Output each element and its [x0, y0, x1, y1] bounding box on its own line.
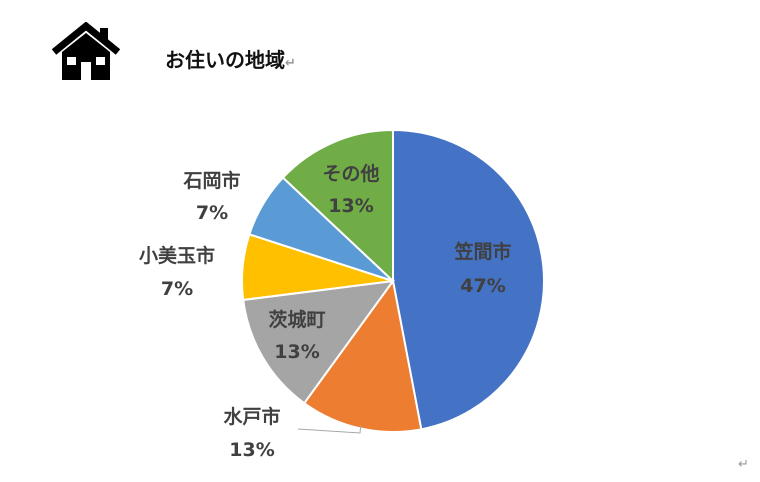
- slice-percent-ibarakimachi: 13%: [274, 341, 319, 363]
- page-title: お住いの地域↵: [165, 48, 296, 72]
- slice-percent-kasama: 47%: [460, 275, 505, 297]
- slice-percent-omitama: 7%: [161, 278, 193, 300]
- slice-label-omitama: 小美玉市: [139, 244, 215, 267]
- return-mark-footer: ↵: [738, 457, 749, 472]
- house-icon: [51, 22, 121, 80]
- leader-line-mito: [297, 425, 362, 434]
- pie-slice-ibarakimachi: [242, 279, 396, 405]
- slice-label-ishioka: 石岡市: [182, 169, 240, 192]
- pie-slice-kasama: [392, 128, 545, 431]
- slice-label-ibarakimachi: 茨城町: [268, 308, 325, 331]
- return-mark: ↵: [285, 56, 296, 71]
- slice-percent-other: 13%: [328, 195, 373, 217]
- slice-percent-mito: 13%: [229, 439, 274, 461]
- pie-slice-other: [281, 128, 394, 284]
- slice-label-kasama: 笠間市: [453, 240, 511, 263]
- slice-label-mito: 水戸市: [223, 405, 280, 428]
- slice-label-other: その他: [322, 162, 379, 185]
- slice-percent-ishioka: 7%: [196, 202, 228, 224]
